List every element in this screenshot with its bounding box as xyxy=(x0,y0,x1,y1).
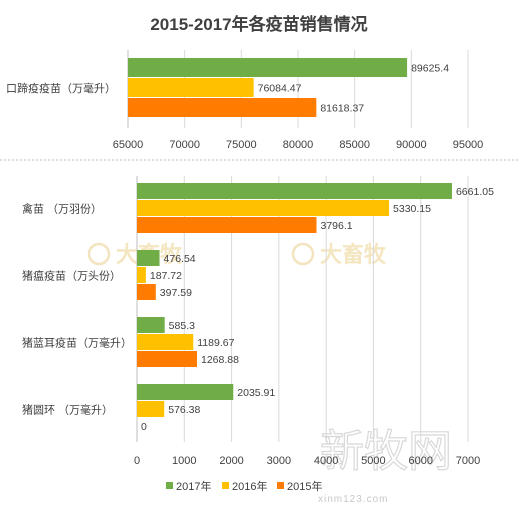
legend-label: 2016年 xyxy=(232,479,267,493)
bar xyxy=(137,267,146,283)
x-tick-label: 5000 xyxy=(361,455,385,467)
legend-label: 2015年 xyxy=(287,479,322,493)
data-label: 1268.88 xyxy=(201,354,239,366)
bar xyxy=(137,351,197,367)
bar xyxy=(137,250,160,266)
data-label: 76084.47 xyxy=(258,83,302,95)
data-label: 6661.05 xyxy=(456,186,494,198)
bar xyxy=(137,200,390,216)
category-label: 猪圆环 （万毫升） xyxy=(22,403,113,417)
data-label: 397.59 xyxy=(160,287,192,299)
data-label: 81618.37 xyxy=(320,103,364,115)
bar xyxy=(137,217,317,233)
data-label: 5330.15 xyxy=(393,203,431,215)
x-tick-label: 85000 xyxy=(339,139,370,151)
legend-swatch xyxy=(166,482,173,489)
category-label: 禽苗 （万羽份） xyxy=(22,202,102,216)
x-tick-label: 7000 xyxy=(456,455,480,467)
watermark-logo-icon xyxy=(87,242,111,266)
legend-label: 2017年 xyxy=(176,479,211,493)
data-label: 585.3 xyxy=(169,320,195,332)
bar xyxy=(137,401,165,417)
data-label: 1189.67 xyxy=(197,337,234,349)
x-tick-label: 75000 xyxy=(226,139,257,151)
bar xyxy=(137,183,452,199)
x-tick-label: 0 xyxy=(134,455,140,467)
bar xyxy=(128,78,254,97)
data-label: 576.38 xyxy=(168,404,200,416)
bar xyxy=(128,98,317,117)
data-label: 476.54 xyxy=(164,253,196,265)
x-tick-label: 2000 xyxy=(219,455,243,467)
data-label: 2035.91 xyxy=(237,387,275,399)
bar xyxy=(137,317,165,333)
bar xyxy=(128,58,408,77)
x-tick-label: 65000 xyxy=(113,139,144,151)
watermark-logo-text: 大畜牧 xyxy=(320,242,387,267)
x-tick-label: 80000 xyxy=(283,139,314,151)
data-label: 89625.4 xyxy=(411,63,449,75)
x-tick-label: 1000 xyxy=(172,455,196,467)
bar xyxy=(137,284,156,300)
bar xyxy=(137,384,234,400)
legend-swatch xyxy=(277,482,284,489)
chart-title: 2015-2017年各疫苗销售情况 xyxy=(150,14,367,34)
watermark-site-text: 新牧网 xyxy=(320,427,452,476)
x-tick-label: 6000 xyxy=(408,455,432,467)
x-tick-label: 90000 xyxy=(396,139,427,151)
data-label: 0 xyxy=(141,421,147,433)
x-tick-label: 4000 xyxy=(314,455,338,467)
x-tick-label: 95000 xyxy=(453,139,484,151)
bar xyxy=(137,334,194,350)
category-label: 口蹄疫疫苗（万毫升） xyxy=(6,81,116,95)
data-label: 187.72 xyxy=(150,270,182,282)
data-label: 3796.1 xyxy=(321,220,353,232)
watermark-logo-icon xyxy=(291,242,315,266)
x-tick-label: 70000 xyxy=(169,139,200,151)
legend-swatch xyxy=(222,482,229,489)
watermark-site-url: xinm123.com xyxy=(318,494,388,505)
x-tick-label: 3000 xyxy=(267,455,291,467)
category-label: 猪蓝耳疫苗（万毫升） xyxy=(22,336,132,350)
category-label: 猪瘟疫苗（万头份） xyxy=(22,269,121,283)
